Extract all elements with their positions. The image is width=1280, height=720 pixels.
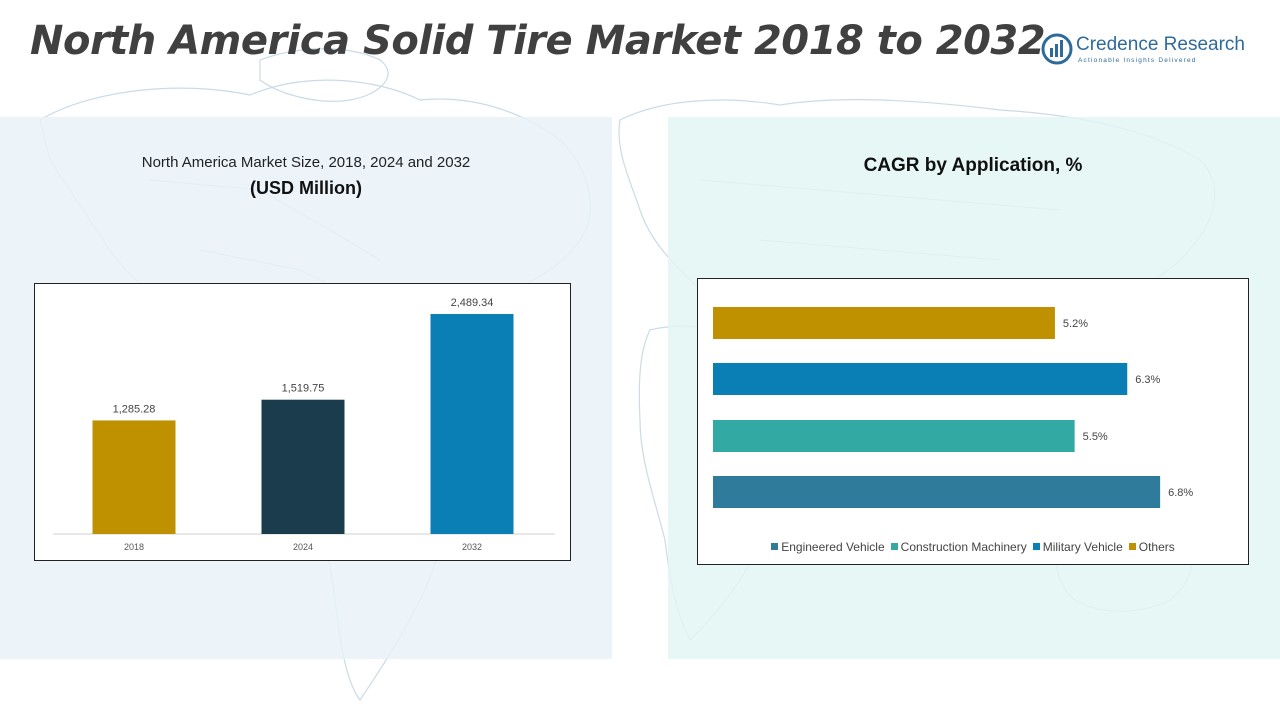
data-label-2024: 1,519.75 xyxy=(282,383,325,395)
brand-name: Credence Research xyxy=(1076,34,1245,55)
legend-item-engineered-vehicle: Engineered Vehicle xyxy=(771,540,885,554)
cagr-chart-title: CAGR by Application, % xyxy=(863,155,1083,176)
legend-label: Engineered Vehicle xyxy=(781,540,885,554)
market-size-chart: 1,285.28 2018 1,519.75 2024 2,489.34 2032 xyxy=(34,283,571,561)
data-label-military-vehicle: 6.3% xyxy=(1135,374,1160,386)
data-label-others: 5.2% xyxy=(1063,318,1088,330)
bar-others xyxy=(713,307,1055,339)
legend-item-construction-machinery: Construction Machinery xyxy=(890,540,1027,554)
bar-military-vehicle xyxy=(713,363,1128,395)
legend-swatch xyxy=(1032,543,1040,550)
bar-2032 xyxy=(430,314,514,534)
bar-construction-machinery xyxy=(713,420,1075,452)
cagr-legend: Engineered Vehicle Construction Machinery… xyxy=(698,540,1248,554)
market-size-unit: (USD Million) xyxy=(250,178,362,198)
legend-label: Others xyxy=(1138,540,1175,554)
brand-logo: Credence Research Actionable Insights De… xyxy=(1040,32,1260,72)
legend-item-others: Others xyxy=(1128,540,1175,554)
bar-engineered-vehicle xyxy=(713,476,1161,508)
x-tick-2024: 2024 xyxy=(293,542,313,552)
x-tick-2032: 2032 xyxy=(462,542,482,552)
bar-2018 xyxy=(92,420,176,534)
bar-2024 xyxy=(261,399,345,534)
legend-label: Military Vehicle xyxy=(1042,540,1123,554)
market-size-bar-chart: 1,285.28 2018 1,519.75 2024 2,489.34 2032 xyxy=(53,297,555,552)
data-label-2018: 1,285.28 xyxy=(113,403,156,415)
page-title: North America Solid Tire Market 2018 to … xyxy=(30,18,1046,64)
data-label-construction-machinery: 5.5% xyxy=(1083,431,1108,443)
market-size-subtitle: North America Market Size, 2018, 2024 an… xyxy=(141,154,471,171)
legend-swatch xyxy=(1128,543,1136,550)
legend-swatch xyxy=(890,543,898,550)
legend-swatch xyxy=(771,543,779,550)
data-label-engineered-vehicle: 6.8% xyxy=(1168,487,1193,499)
cagr-bar-chart: 5.2% 6.3% 5.5% 6.8% xyxy=(713,307,1193,508)
legend-label: Construction Machinery xyxy=(900,540,1027,554)
legend-item-military-vehicle: Military Vehicle xyxy=(1032,540,1123,554)
data-label-2032: 2,489.34 xyxy=(451,297,494,309)
x-tick-2018: 2018 xyxy=(124,542,144,552)
credence-logo-icon xyxy=(1041,33,1073,65)
cagr-chart: 5.2% 6.3% 5.5% 6.8% Engineered Vehicle Const… xyxy=(697,278,1249,565)
brand-tagline: Actionable Insights Delivered xyxy=(1078,57,1197,64)
